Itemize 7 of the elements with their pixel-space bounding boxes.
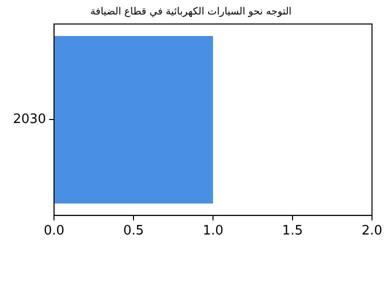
x-tick-label: 1.5 [282,224,303,239]
y-tick-label: 2030 [12,112,46,128]
x-tick-label: 0.0 [44,224,64,239]
x-tick-label: 1.0 [202,224,224,239]
x-tick-label: 0.5 [123,224,144,239]
chart-title: التوجه نحو السيارات الكهربائية في قطاع الضيافة [90,6,292,18]
x-tick-label: 2.0 [362,224,382,239]
